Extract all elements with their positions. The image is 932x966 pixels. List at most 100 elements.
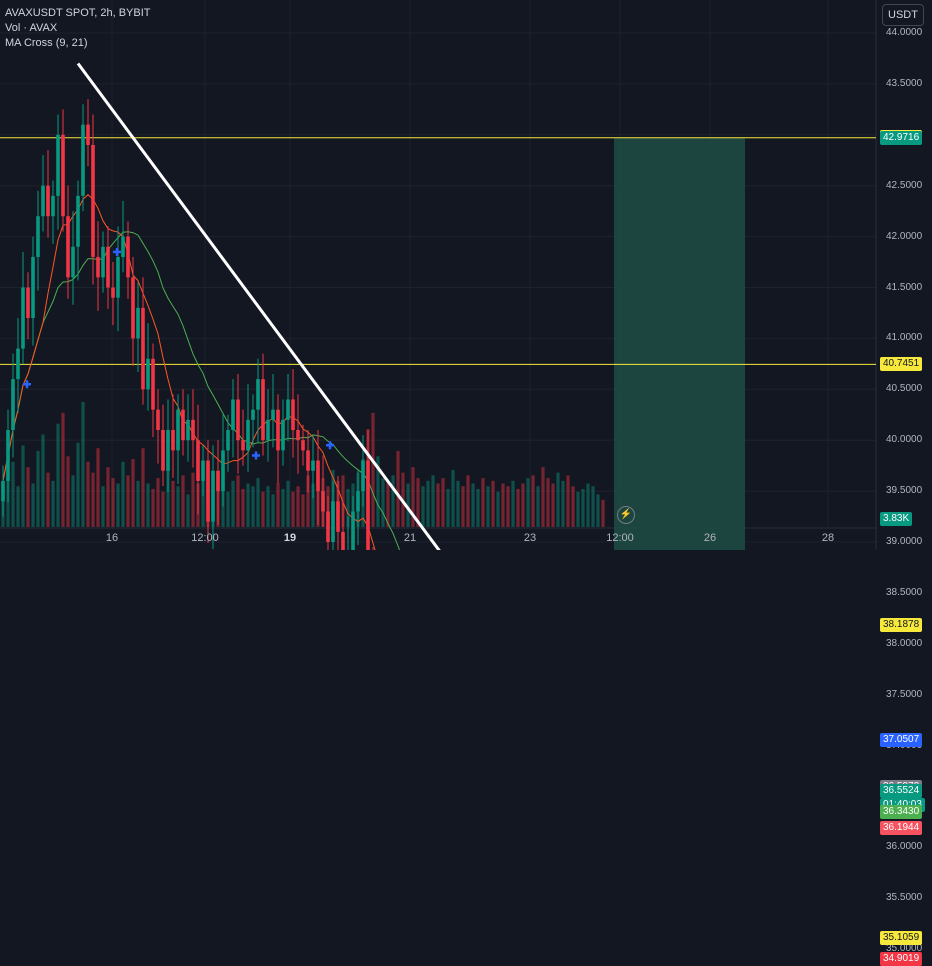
candle-body: [41, 185, 45, 217]
volume-badge: 3.83K: [880, 512, 913, 526]
candle-body: [36, 216, 40, 257]
time-tick-label: 12:00: [606, 532, 634, 544]
volume-bar: [56, 423, 60, 527]
volume-bar: [231, 480, 235, 527]
volume-bar: [251, 486, 255, 527]
candle-body: [316, 460, 320, 492]
volume-bar: [256, 478, 260, 527]
candle-body: [96, 256, 100, 278]
volume-bar: [536, 486, 540, 527]
volume-bar: [441, 478, 445, 527]
profit-target-zone: [614, 137, 745, 550]
volume-bar: [566, 475, 570, 527]
candle-body: [136, 307, 140, 339]
volume-bar: [456, 480, 460, 527]
volume-bar: [446, 488, 450, 527]
volume-bar: [571, 486, 575, 527]
volume-bar: [601, 499, 605, 527]
volume-bar: [346, 488, 350, 527]
volume-bar: [486, 486, 490, 527]
volume-bar: [466, 475, 470, 527]
volume-bar: [91, 472, 95, 527]
volume-bar: [261, 491, 265, 527]
volume-bar: [11, 461, 15, 527]
candle-body: [301, 440, 305, 451]
candle-body: [211, 470, 215, 522]
volume-bar: [451, 469, 455, 527]
chart-background: [0, 0, 932, 550]
currency-button[interactable]: USDT: [882, 4, 924, 26]
volume-bar: [426, 480, 430, 527]
volume-bar: [131, 459, 135, 527]
volume-bar: [106, 467, 110, 527]
volume-bar: [171, 480, 175, 527]
volume-bar: [511, 480, 515, 527]
volume-bar: [431, 475, 435, 527]
candle-body: [26, 287, 30, 319]
candle-body: [126, 236, 130, 278]
volume-bar: [111, 478, 115, 527]
candle-body: [86, 124, 90, 145]
candle-body: [276, 409, 280, 451]
candle-body: [176, 409, 180, 451]
price-chart[interactable]: [0, 0, 932, 550]
volume-bar: [51, 480, 55, 527]
volume-bar: [121, 461, 125, 527]
candle-body: [111, 287, 115, 298]
price-badge: 35.1059: [880, 931, 923, 946]
volume-bar: [546, 478, 550, 527]
candle-body: [271, 409, 275, 420]
symbol-title[interactable]: AVAXUSDT SPOT, 2h, BYBIT: [5, 7, 151, 19]
candle-body: [286, 399, 290, 420]
volume-bar: [416, 478, 420, 527]
candle-body: [251, 409, 255, 420]
candle-body: [191, 419, 195, 441]
price-badge: 36.5524: [880, 784, 923, 799]
candle-body: [206, 460, 210, 522]
candle-body: [66, 216, 70, 278]
volume-bar: [506, 486, 510, 527]
lightning-icon[interactable]: ⚡: [617, 506, 635, 524]
ma-cross-indicator-label[interactable]: MA Cross (9, 21): [5, 37, 88, 49]
candle-body: [101, 246, 105, 278]
volume-bar: [381, 478, 385, 527]
candle-body: [351, 511, 355, 550]
price-tick-label: 40.5000: [886, 383, 923, 395]
volume-bar: [241, 488, 245, 527]
candle-body: [51, 195, 55, 217]
volume-bar: [166, 469, 170, 527]
volume-bar: [96, 448, 100, 527]
candle-body: [16, 348, 20, 380]
volume-bar: [421, 486, 425, 527]
volume-bar: [496, 491, 500, 527]
volume-bar: [281, 488, 285, 527]
candle-body: [186, 419, 190, 441]
volume-bar: [296, 486, 300, 527]
chart-legend: AVAXUSDT SPOT, 2h, BYBIT Vol · AVAX MA C…: [5, 6, 151, 51]
volume-bar: [76, 442, 80, 527]
candle-body: [156, 409, 160, 431]
candle-body: [256, 379, 260, 410]
volume-bar: [46, 472, 50, 527]
volume-indicator-label[interactable]: Vol · AVAX: [5, 22, 58, 34]
time-tick-label: 23: [523, 532, 537, 544]
ma-cross-marker: [113, 247, 121, 256]
volume-bar: [581, 488, 585, 527]
candle-body: [71, 246, 75, 278]
price-badge: 40.7451: [880, 357, 923, 372]
volume-bar: [141, 448, 145, 527]
volume-bar: [151, 488, 155, 527]
volume-bar: [66, 456, 70, 527]
volume-bar: [481, 478, 485, 527]
price-badge: 36.3430: [880, 805, 923, 820]
volume-bar: [226, 491, 230, 527]
candle-body: [11, 379, 15, 431]
volume-bar: [391, 475, 395, 527]
time-tick-label: 28: [821, 532, 835, 544]
price-tick-label: 42.0000: [886, 230, 923, 242]
volume-bar: [81, 402, 85, 527]
candle-body: [61, 134, 65, 217]
candle-body: [241, 440, 245, 451]
candle-body: [161, 430, 165, 471]
volume-bar: [126, 475, 130, 527]
